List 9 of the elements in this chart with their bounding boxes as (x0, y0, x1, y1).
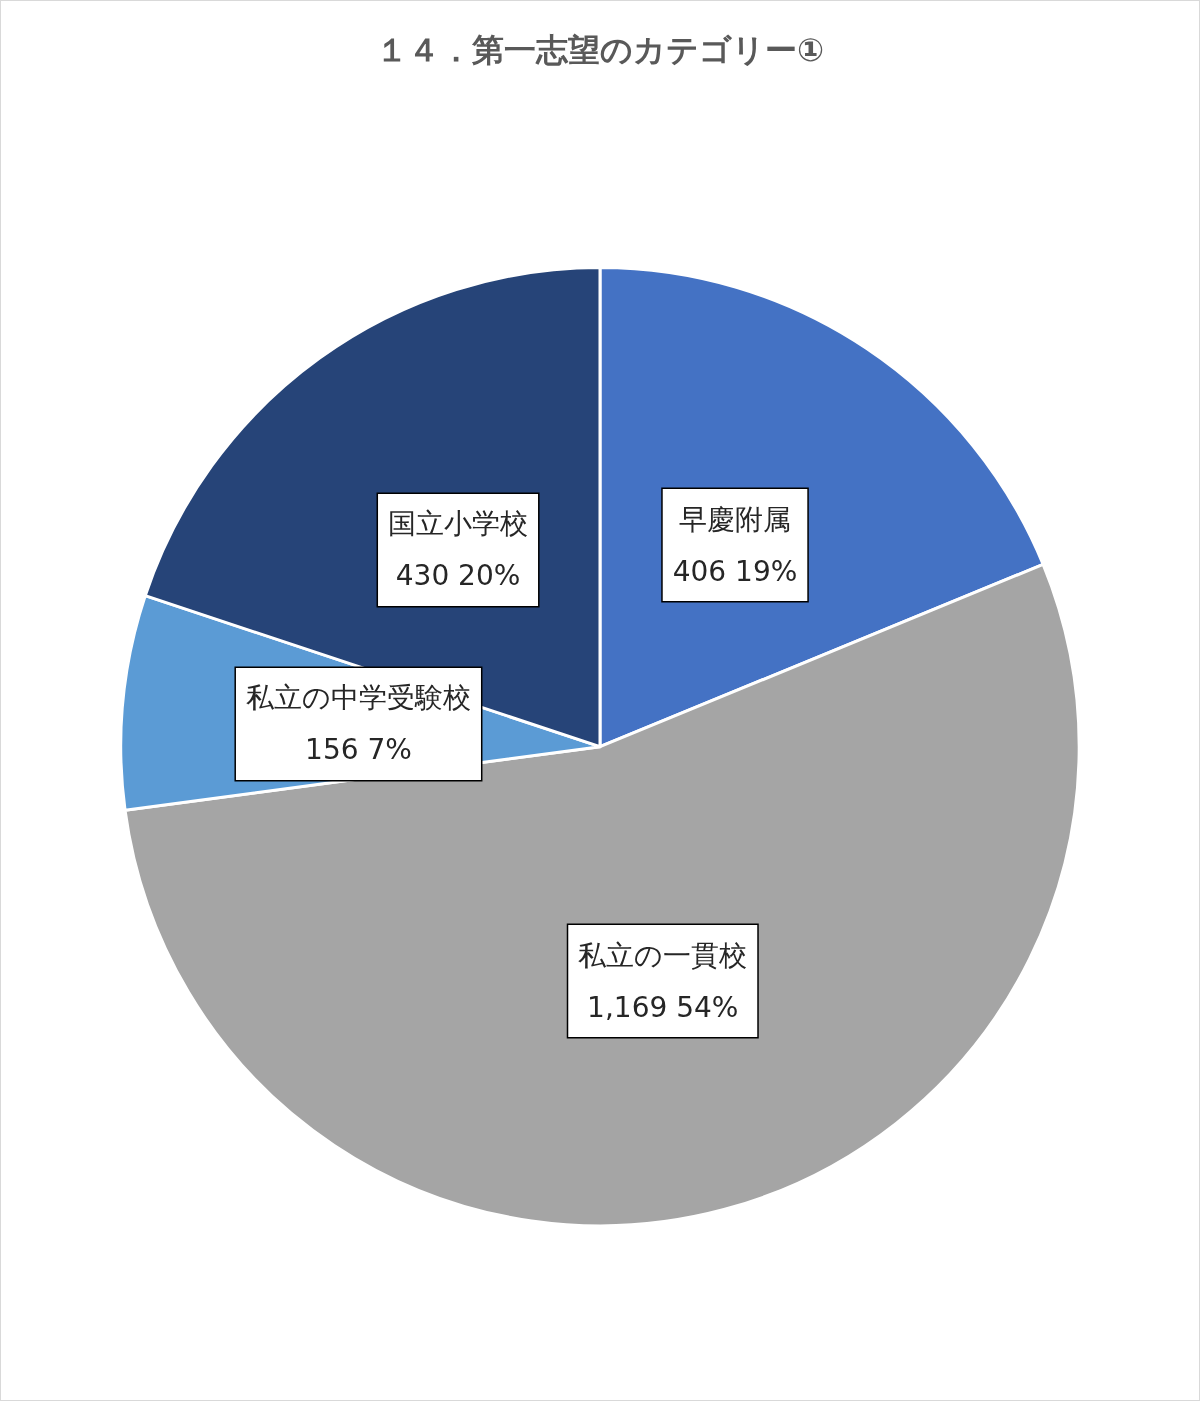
slice-label: 私立の一貫校 (578, 938, 748, 972)
data-label: 1,169 54% (587, 990, 739, 1024)
data-label: 156 7% (305, 733, 412, 767)
slice-label: 私立の中学受験校 (245, 681, 471, 715)
data-label: 430 20% (395, 559, 521, 593)
chart-title: １４．第一志望のカテゴリー① (375, 31, 825, 69)
slice-label: 国立小学校 (388, 507, 529, 541)
data-label: 406 19% (672, 554, 798, 588)
slice-label: 早慶附属 (679, 502, 792, 536)
